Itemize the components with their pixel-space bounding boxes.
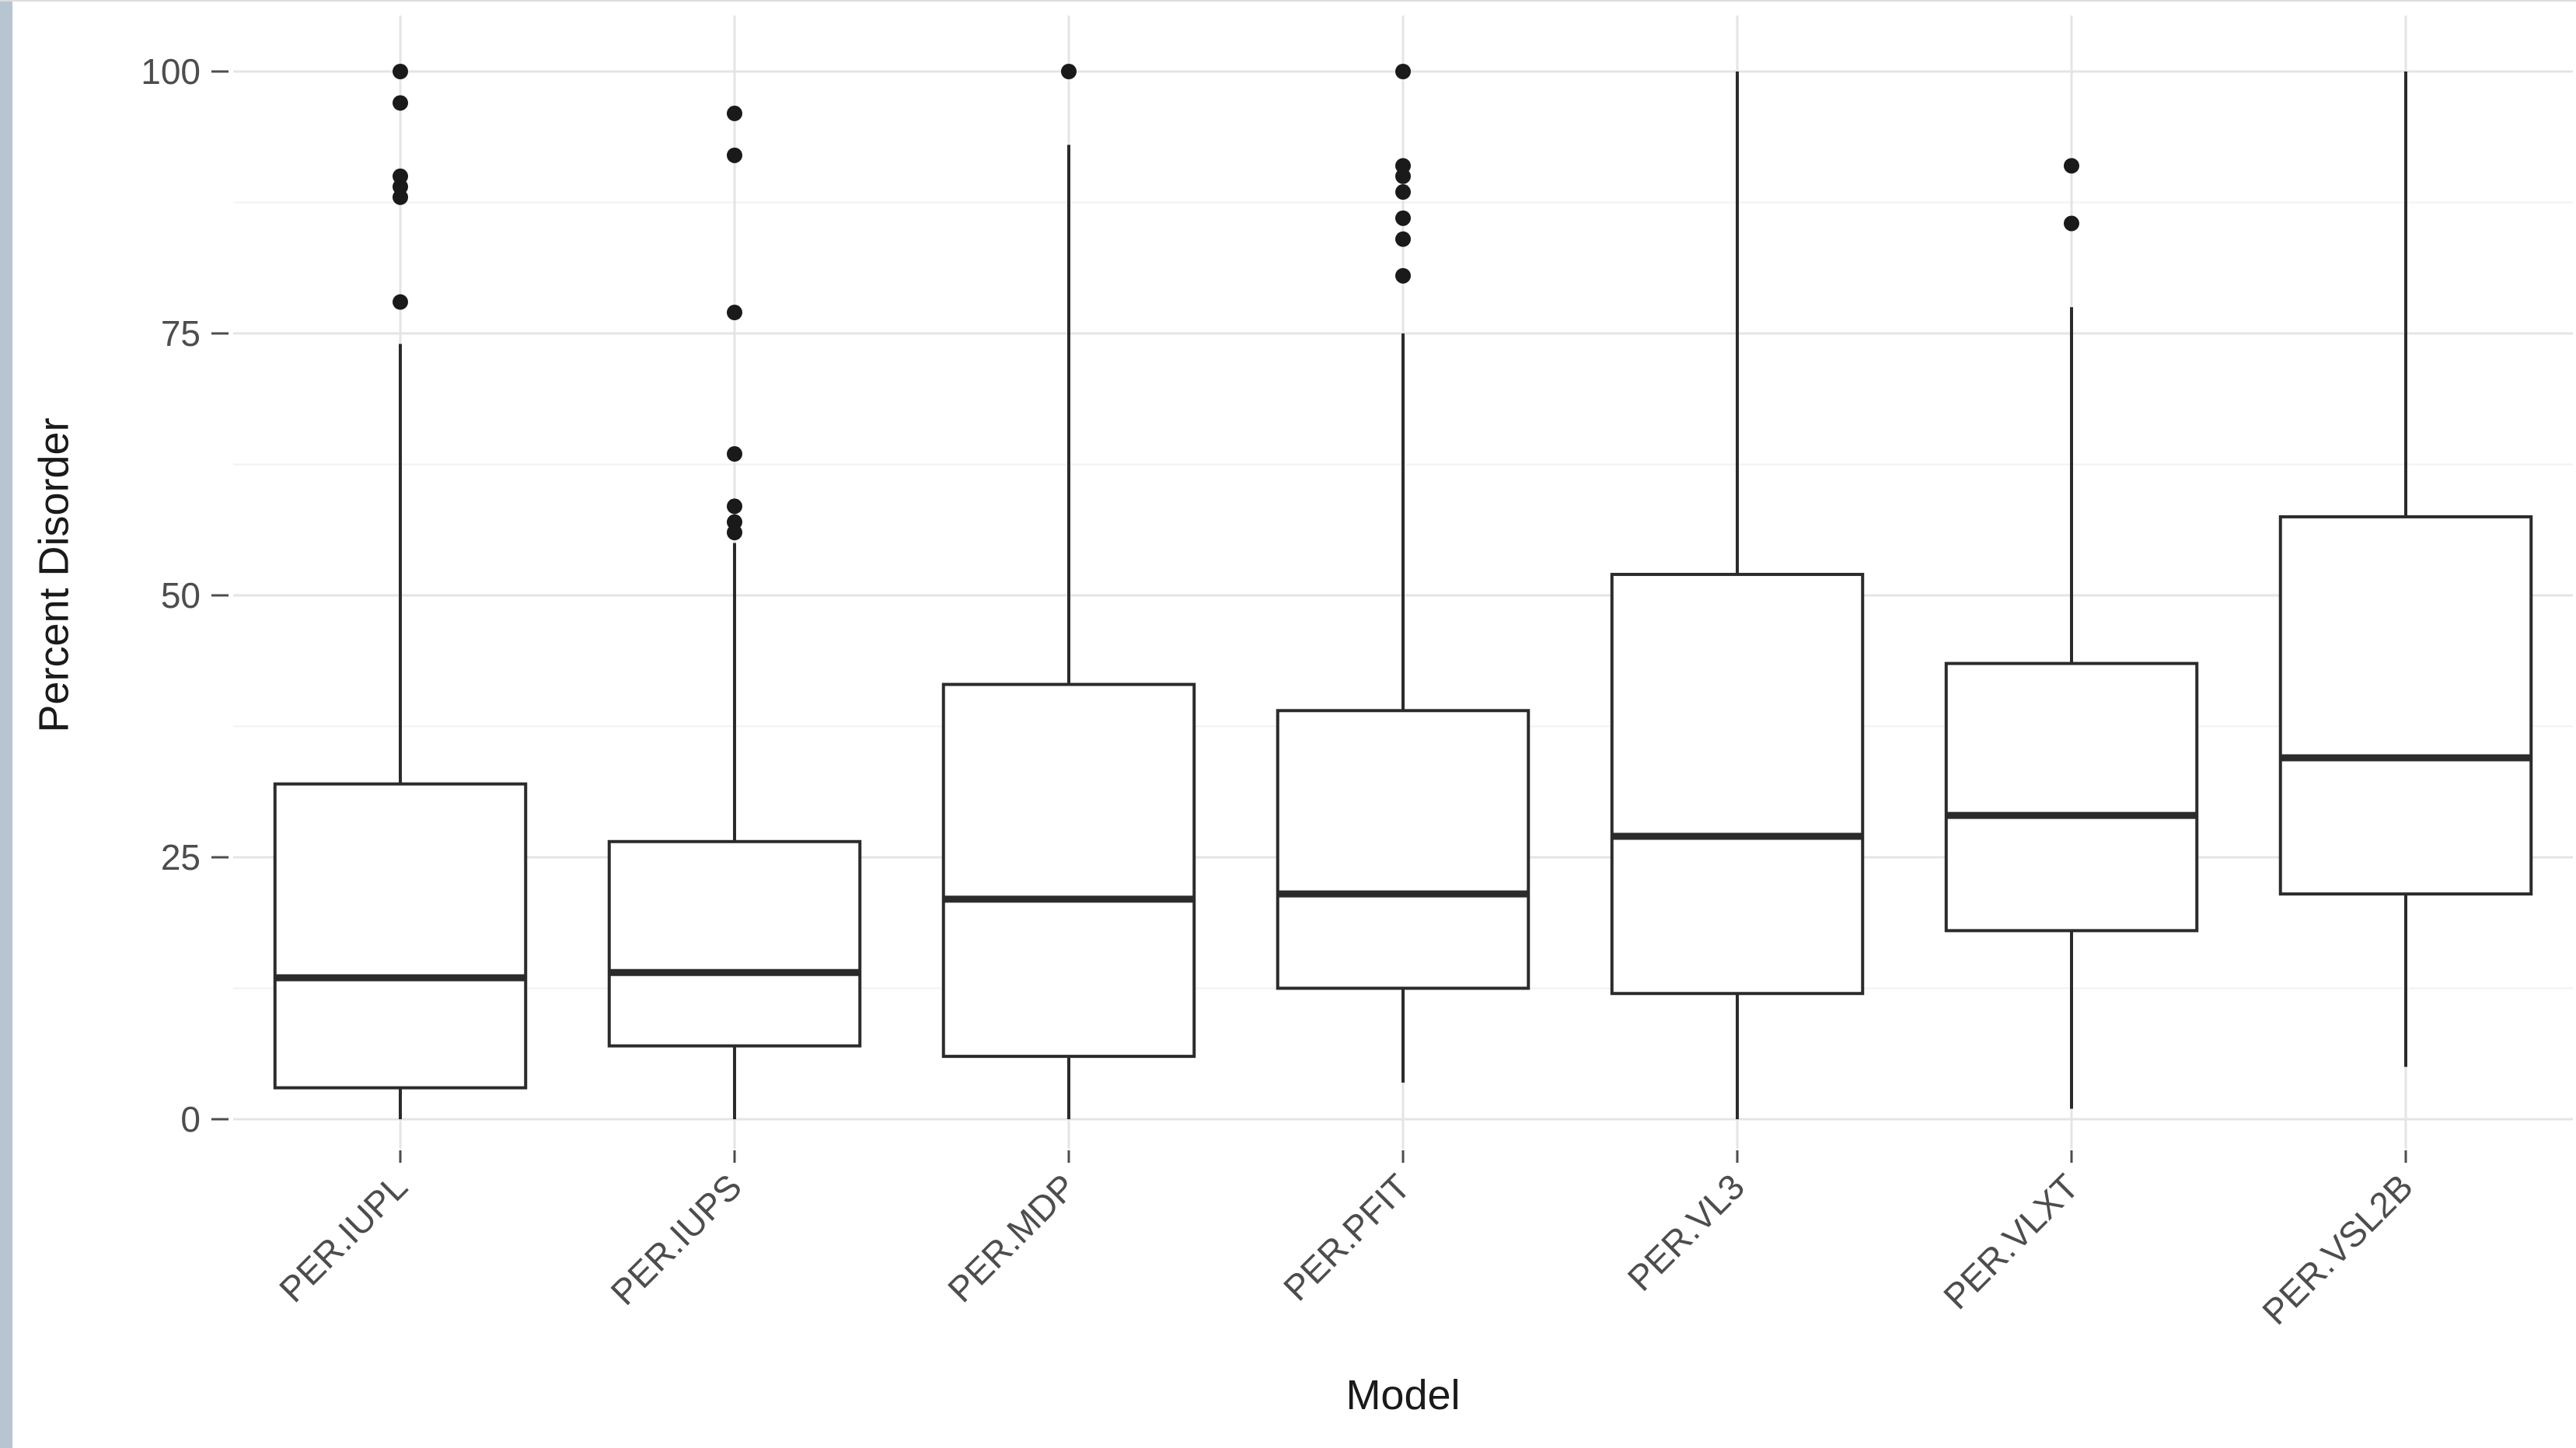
boxplot-PER.IUPS: [607, 105, 862, 1119]
outlier-point: [2064, 158, 2079, 174]
outlier-point: [1395, 231, 1411, 247]
box: [273, 782, 528, 1090]
y-tick-label: 100: [141, 51, 201, 92]
outlier-point: [1395, 158, 1411, 174]
outlier-point: [727, 305, 742, 321]
outlier-point: [1395, 184, 1411, 201]
outlier-point: [393, 168, 408, 184]
boxplot-PER.IUPL: [273, 64, 528, 1119]
outlier-point: [727, 446, 742, 462]
outlier-point: [393, 95, 408, 111]
outlier-point: [393, 294, 408, 310]
outlier-point: [393, 64, 408, 79]
box: [607, 839, 862, 1048]
y-axis-title-text: Percent Disorder: [31, 417, 79, 733]
boxplot-PER.VSL2B: [2278, 72, 2533, 1067]
x-tick-label: PER.PFIT: [1276, 1166, 1418, 1308]
boxplot-PER.MDP: [941, 64, 1196, 1119]
x-tick-label: PER.MDP: [940, 1166, 1084, 1310]
box: [2278, 515, 2533, 896]
y-tick-label: 0: [180, 1099, 201, 1139]
outlier-point: [1061, 64, 1077, 79]
y-tick-label: 25: [161, 837, 201, 878]
outlier-point: [1395, 267, 1411, 284]
boxplot-PER.PFIT: [1276, 64, 1531, 1083]
outlier-point: [1395, 210, 1411, 226]
outlier-point: [727, 105, 742, 121]
x-tick-label: PER.IUPL: [271, 1166, 415, 1310]
x-axis-title: Model: [1346, 1372, 1461, 1418]
boxplot-PER.VL3: [1610, 72, 1865, 1119]
x-tick-label: PER.VL3: [1620, 1166, 1753, 1299]
y-tick-label: 50: [161, 575, 201, 616]
box: [1276, 709, 1531, 990]
x-tick-label: PER.VLXT: [1935, 1166, 2086, 1317]
boxplot-PER.VLXT: [1944, 158, 2199, 1109]
y-tick-label: 75: [161, 313, 201, 354]
x-tick-label: PER.VSL2B: [2254, 1166, 2421, 1332]
outlier-point: [727, 498, 742, 515]
x-tick-label: PER.IUPS: [602, 1166, 749, 1313]
window-edge-strip: [0, 2, 12, 1448]
y-axis-title: Percent Disorder: [23, 2, 86, 1149]
outlier-point: [2064, 215, 2079, 232]
box: [1944, 661, 2199, 933]
outlier-point: [727, 147, 742, 163]
box: [941, 682, 1196, 1059]
outlier-point: [1395, 64, 1411, 79]
box: [1610, 573, 1865, 996]
outlier-point: [727, 514, 742, 530]
